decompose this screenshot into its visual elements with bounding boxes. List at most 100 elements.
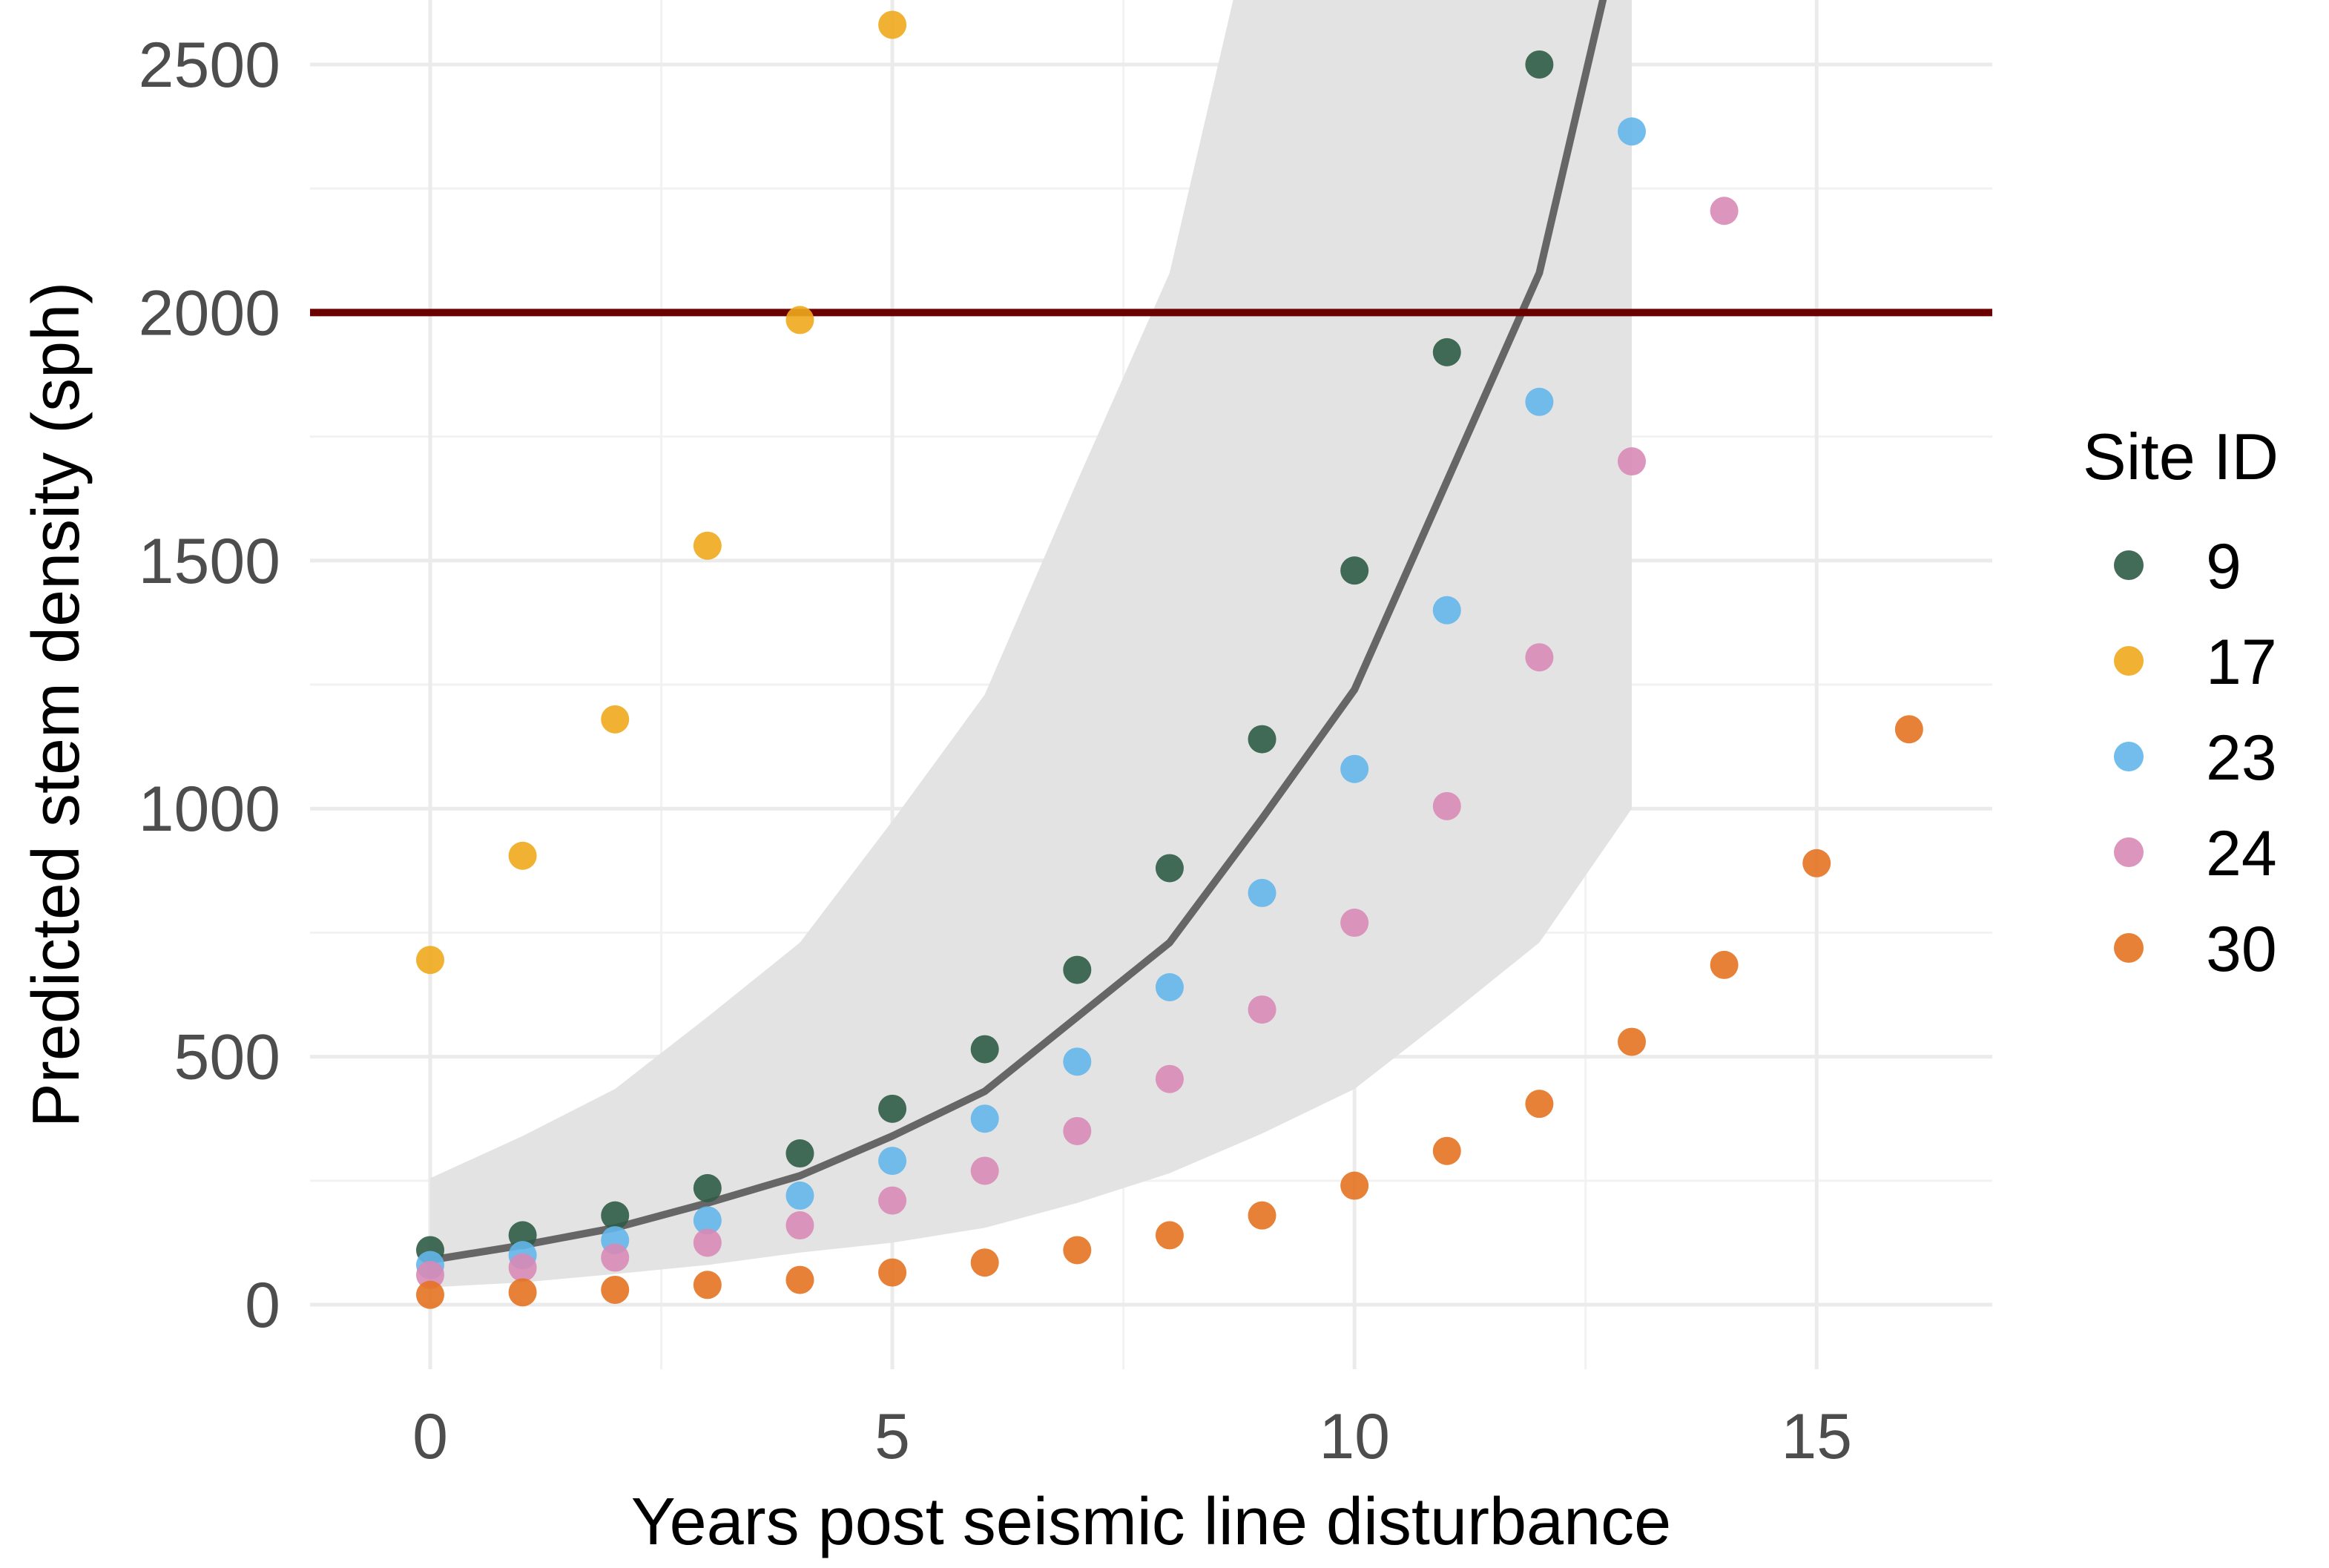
data-point — [1432, 1136, 1461, 1165]
data-point — [693, 1228, 722, 1257]
data-point — [1525, 643, 1554, 672]
data-point — [785, 1211, 814, 1240]
data-point — [1155, 854, 1184, 883]
series-site-30 — [416, 715, 1923, 1309]
data-point — [601, 1275, 630, 1304]
data-point — [1063, 1236, 1092, 1265]
x-axis-title: Years post seismic line disturbance — [631, 1485, 1671, 1559]
y-tick-label: 1000 — [139, 774, 280, 845]
data-point — [1340, 909, 1369, 938]
data-point — [508, 1221, 537, 1250]
data-point — [1155, 1221, 1184, 1250]
series-site-9 — [416, 50, 1554, 1265]
legend-key — [2114, 646, 2144, 676]
data-point — [878, 1258, 907, 1287]
x-tick-label: 0 — [412, 1401, 448, 1472]
data-point — [693, 531, 722, 560]
data-point — [508, 1278, 537, 1307]
x-tick-label: 10 — [1319, 1401, 1390, 1472]
y-tick-label: 2000 — [139, 277, 280, 349]
data-point — [878, 10, 907, 39]
data-point — [1618, 1027, 1646, 1056]
data-point — [1432, 596, 1461, 625]
confidence-ribbon — [430, 0, 1632, 1288]
data-point — [878, 1186, 907, 1215]
data-point — [1248, 725, 1276, 754]
data-point — [508, 1253, 537, 1282]
y-tick-label: 0 — [245, 1270, 280, 1341]
legend-item-site-24: 24 — [2114, 818, 2277, 889]
data-point — [693, 1271, 722, 1299]
legend-label: 23 — [2206, 722, 2277, 794]
data-point — [1618, 117, 1646, 146]
data-point — [1248, 1201, 1276, 1230]
data-point — [416, 1280, 444, 1309]
data-point — [1063, 955, 1092, 984]
data-point — [1432, 337, 1461, 366]
data-point — [878, 1094, 907, 1123]
data-point — [1710, 197, 1739, 225]
data-point — [1894, 715, 1923, 744]
data-point — [1155, 1064, 1184, 1093]
data-point — [970, 1248, 999, 1277]
x-axis-ticks: 0 5 10 15 — [412, 1401, 1852, 1472]
legend-key — [2114, 933, 2144, 963]
legend-label: 9 — [2206, 531, 2241, 602]
data-point — [1340, 1171, 1369, 1200]
legend-title: Site ID — [2083, 420, 2279, 493]
series-site-17 — [416, 10, 907, 975]
data-point — [1063, 1047, 1092, 1076]
legend-item-site-30: 30 — [2114, 914, 2277, 985]
x-tick-label: 15 — [1781, 1401, 1852, 1472]
data-point — [601, 705, 630, 734]
data-point — [785, 1139, 814, 1168]
data-point — [1155, 972, 1184, 1001]
data-point — [416, 946, 444, 975]
data-point — [601, 1201, 630, 1230]
y-tick-label: 2500 — [139, 30, 280, 101]
legend-item-site-9: 9 — [2114, 531, 2241, 602]
legend-key — [2114, 550, 2144, 580]
data-point — [970, 1104, 999, 1133]
plot-area — [310, 0, 1992, 1309]
series-site-24 — [416, 197, 1739, 1289]
data-point — [1618, 447, 1646, 476]
data-point — [785, 1265, 814, 1294]
data-point — [1340, 754, 1369, 783]
data-point — [878, 1147, 907, 1176]
data-point — [1710, 950, 1739, 979]
legend-key — [2114, 837, 2144, 867]
data-point — [785, 1181, 814, 1210]
data-point — [693, 1206, 722, 1235]
data-point — [508, 841, 537, 870]
legend-item-site-23: 23 — [2114, 722, 2277, 794]
data-point — [1248, 995, 1276, 1024]
legend-item-site-17: 17 — [2114, 627, 2277, 698]
data-point — [1063, 1116, 1092, 1145]
legend-label: 24 — [2206, 818, 2277, 889]
y-tick-label: 1500 — [139, 526, 280, 597]
data-point — [1248, 878, 1276, 907]
y-axis-title: Predicted stem density (sph) — [19, 282, 93, 1127]
data-point — [1525, 387, 1554, 416]
data-point — [970, 1035, 999, 1064]
x-tick-label: 5 — [874, 1401, 910, 1472]
fitted-line — [429, 0, 1607, 1264]
data-point — [1525, 1090, 1554, 1119]
data-point — [1802, 849, 1831, 877]
data-point — [1340, 556, 1369, 585]
data-point — [970, 1156, 999, 1185]
data-point — [1525, 50, 1554, 79]
data-point — [1432, 791, 1461, 820]
data-point — [416, 1260, 444, 1289]
legend-label: 17 — [2206, 627, 2277, 698]
data-point — [785, 306, 814, 335]
data-point — [693, 1173, 722, 1202]
y-tick-label: 500 — [174, 1022, 281, 1093]
legend-label: 30 — [2206, 914, 2277, 985]
legend: Site ID 9 17 23 24 30 — [2083, 420, 2279, 985]
y-axis-ticks: 0 500 1000 1500 2000 2500 — [139, 30, 280, 1341]
data-point — [601, 1243, 630, 1272]
legend-key — [2114, 742, 2144, 771]
